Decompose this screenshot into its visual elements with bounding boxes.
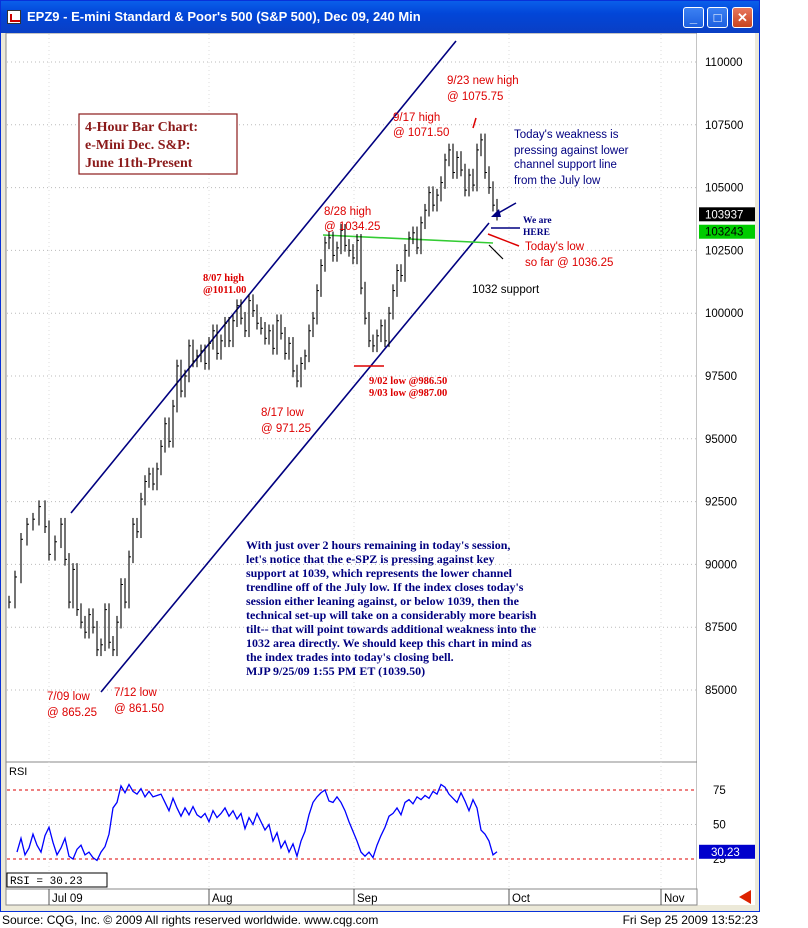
chart-title-box [78, 113, 238, 175]
x-axis-area [5, 888, 698, 906]
commentary-line: let's notice that the e-SPZ is pressing … [246, 552, 494, 566]
app-icon [7, 10, 21, 24]
axis-ticks: 85000 87500 90000 92500 95000 97500 100000 1025… [48, 57, 743, 905]
annotation-8-17-value: @ 971.25 [261, 423, 311, 435]
annotation-9-23-value: @ 1075.75 [447, 91, 503, 103]
price-tag-label: 103937 [705, 209, 743, 221]
x-tick-label: Jul 09 [52, 893, 83, 905]
annotation-weakness-2: pressing against lower [514, 145, 629, 157]
today-low-pointer [487, 233, 520, 247]
x-tick-label: Nov [664, 893, 685, 905]
support-pointer [488, 244, 504, 260]
close-button[interactable]: ✕ [732, 7, 753, 28]
y-tick-label: 87500 [705, 622, 737, 634]
support-line-1032 [322, 234, 494, 244]
gridlines [7, 34, 696, 888]
annotation-weakness-3: channel support line [514, 159, 617, 171]
annotation-today-low-value: so far @ 1036.25 [525, 257, 613, 269]
rsi-readout: RSI = 30.23 [10, 876, 83, 888]
rsi-value-tag-label: 30.23 [711, 847, 740, 859]
y-tick-label: 110000 [705, 57, 743, 69]
x-tick-label: Oct [512, 893, 531, 905]
rsi-tick-label: 75 [713, 785, 726, 797]
annotation-7-09-value: @ 865.25 [47, 707, 97, 719]
rsi-line [16, 783, 498, 862]
annotation-1032-support: 1032 support [472, 284, 540, 296]
annotation-8-07-value: @1011.00 [203, 285, 246, 296]
annotation-8-17-low: 8/17 low [261, 407, 305, 419]
commentary-line: 1032 area directly. We should keep this … [246, 636, 532, 650]
chart-window: EPZ9 - E-mini Standard & Poor's 500 (S&P… [0, 0, 760, 912]
commentary-line: With just over 2 hours remaining in toda… [246, 538, 510, 552]
annotation-today-low: Today's low [525, 241, 585, 253]
footer: Source: CQG, Inc. © 2009 All rights rese… [0, 912, 808, 928]
weakness-arrowhead [491, 209, 501, 217]
rsi-readout-box [6, 872, 108, 888]
y-tick-label: 85000 [705, 685, 737, 697]
annotation-8-07-high: 8/07 high [203, 273, 244, 284]
price-tag-label: 103243 [705, 227, 743, 239]
annotation-7-12-low: 7/12 low [114, 687, 158, 699]
price-bars [8, 133, 499, 657]
y-tick-label: 95000 [705, 434, 737, 446]
maximize-button[interactable]: □ [707, 7, 728, 28]
annotation-9-03-low: 9/03 low @987.00 [369, 388, 447, 399]
chart-title-line: e-Mini Dec. S&P: [85, 138, 190, 153]
lower-channel-line [100, 222, 490, 693]
y-tick-label: 100000 [705, 308, 743, 320]
new-high-pointer [472, 117, 477, 129]
annotation-7-09-low: 7/09 low [47, 691, 91, 703]
scroll-left-arrow-icon[interactable] [739, 890, 751, 904]
commentary-line: tilt-- that will point towards additiona… [246, 622, 537, 636]
minimize-button[interactable]: _ [683, 7, 704, 28]
chart-title-line: 4-Hour Bar Chart: [85, 120, 198, 135]
commentary-line: support at 1039, which represents the lo… [246, 566, 513, 580]
rsi-panel-label: RSI [9, 766, 27, 778]
rsi-series [16, 783, 498, 862]
annotation-weakness-1: Today's weakness is [514, 129, 619, 141]
commentary-line: trendline off of the July low. If the in… [246, 580, 524, 594]
y-tick-label: 92500 [705, 497, 737, 509]
price-tag [699, 224, 755, 239]
commentary-line: technical set-up will take on a consider… [246, 608, 537, 622]
commentary-line: session either leaning against, or below… [246, 594, 520, 608]
commentary-line: the index trades into today's closing be… [246, 650, 454, 664]
annotation-weakness-4: from the July low [514, 175, 601, 187]
title-bar[interactable]: EPZ9 - E-mini Standard & Poor's 500 (S&P… [1, 1, 759, 33]
annotation-9-17-value: @ 1071.50 [393, 127, 449, 139]
annotation-8-28-high: 8/28 high [324, 206, 371, 218]
price-tags: 103937 103243 30.23 [699, 207, 755, 859]
rsi-tick-label: 50 [713, 820, 726, 832]
y-tick-label: 90000 [705, 559, 737, 571]
annotation-8-28-value: @ 1034.25 [324, 221, 380, 233]
window-title: EPZ9 - E-mini Standard & Poor's 500 (S&P… [27, 9, 421, 24]
annotation-here: HERE [523, 228, 550, 238]
annotation-7-12-value: @ 861.50 [114, 703, 164, 715]
footer-source: Source: CQG, Inc. © 2009 All rights rese… [2, 913, 379, 927]
y-axis-area [697, 33, 755, 905]
y-tick-label: 105000 [705, 183, 743, 195]
annotation-9-23-high: 9/23 new high [447, 75, 519, 87]
x-tick-label: Aug [212, 893, 232, 905]
chart-title-line: June 11th-Present [85, 156, 193, 171]
commentary-block: With just over 2 hours remaining in toda… [246, 538, 537, 678]
y-tick-label: 102500 [705, 245, 743, 257]
y-tick-label: 97500 [705, 371, 737, 383]
footer-timestamp: Fri Sep 25 2009 13:52:23 [622, 913, 758, 927]
upper-channel-line [70, 40, 457, 514]
rsi-value-tag [699, 844, 755, 859]
chart-area: 85000 87500 90000 92500 95000 97500 100000 1025… [5, 33, 755, 906]
chart-title: 4-Hour Bar Chart: e-Mini Dec. S&P: June 11… [85, 120, 198, 171]
annotation-we-are: We are [523, 216, 552, 226]
commentary-line: MJP 9/25/09 1:55 PM ET (1039.50) [246, 664, 425, 678]
rsi-panel [5, 761, 698, 890]
annotation-9-17-high: 9/17 high [393, 112, 440, 124]
annotation-9-02-low: 9/02 low @986.50 [369, 376, 447, 387]
x-tick-label: Sep [357, 893, 377, 905]
price-tag [699, 207, 755, 222]
y-tick-label: 107500 [705, 120, 743, 132]
